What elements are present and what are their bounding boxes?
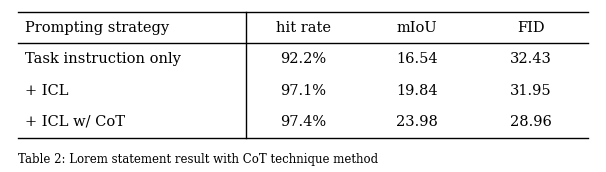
Text: Task instruction only: Task instruction only	[25, 52, 181, 66]
Text: Table 2: Lorem statement result with CoT technique method: Table 2: Lorem statement result with CoT…	[18, 153, 378, 166]
Text: + ICL w/ CoT: + ICL w/ CoT	[25, 115, 125, 129]
Text: FID: FID	[517, 21, 545, 35]
Text: mIoU: mIoU	[396, 21, 438, 35]
Text: hit rate: hit rate	[276, 21, 330, 35]
Text: 19.84: 19.84	[396, 84, 438, 98]
Text: 97.4%: 97.4%	[280, 115, 326, 129]
Text: 97.1%: 97.1%	[280, 84, 326, 98]
Text: 16.54: 16.54	[396, 52, 438, 66]
Text: 31.95: 31.95	[510, 84, 551, 98]
Text: 32.43: 32.43	[510, 52, 552, 66]
Text: 92.2%: 92.2%	[280, 52, 326, 66]
Text: 23.98: 23.98	[396, 115, 438, 129]
Text: + ICL: + ICL	[25, 84, 69, 98]
Text: 28.96: 28.96	[510, 115, 552, 129]
Text: Prompting strategy: Prompting strategy	[25, 21, 170, 35]
